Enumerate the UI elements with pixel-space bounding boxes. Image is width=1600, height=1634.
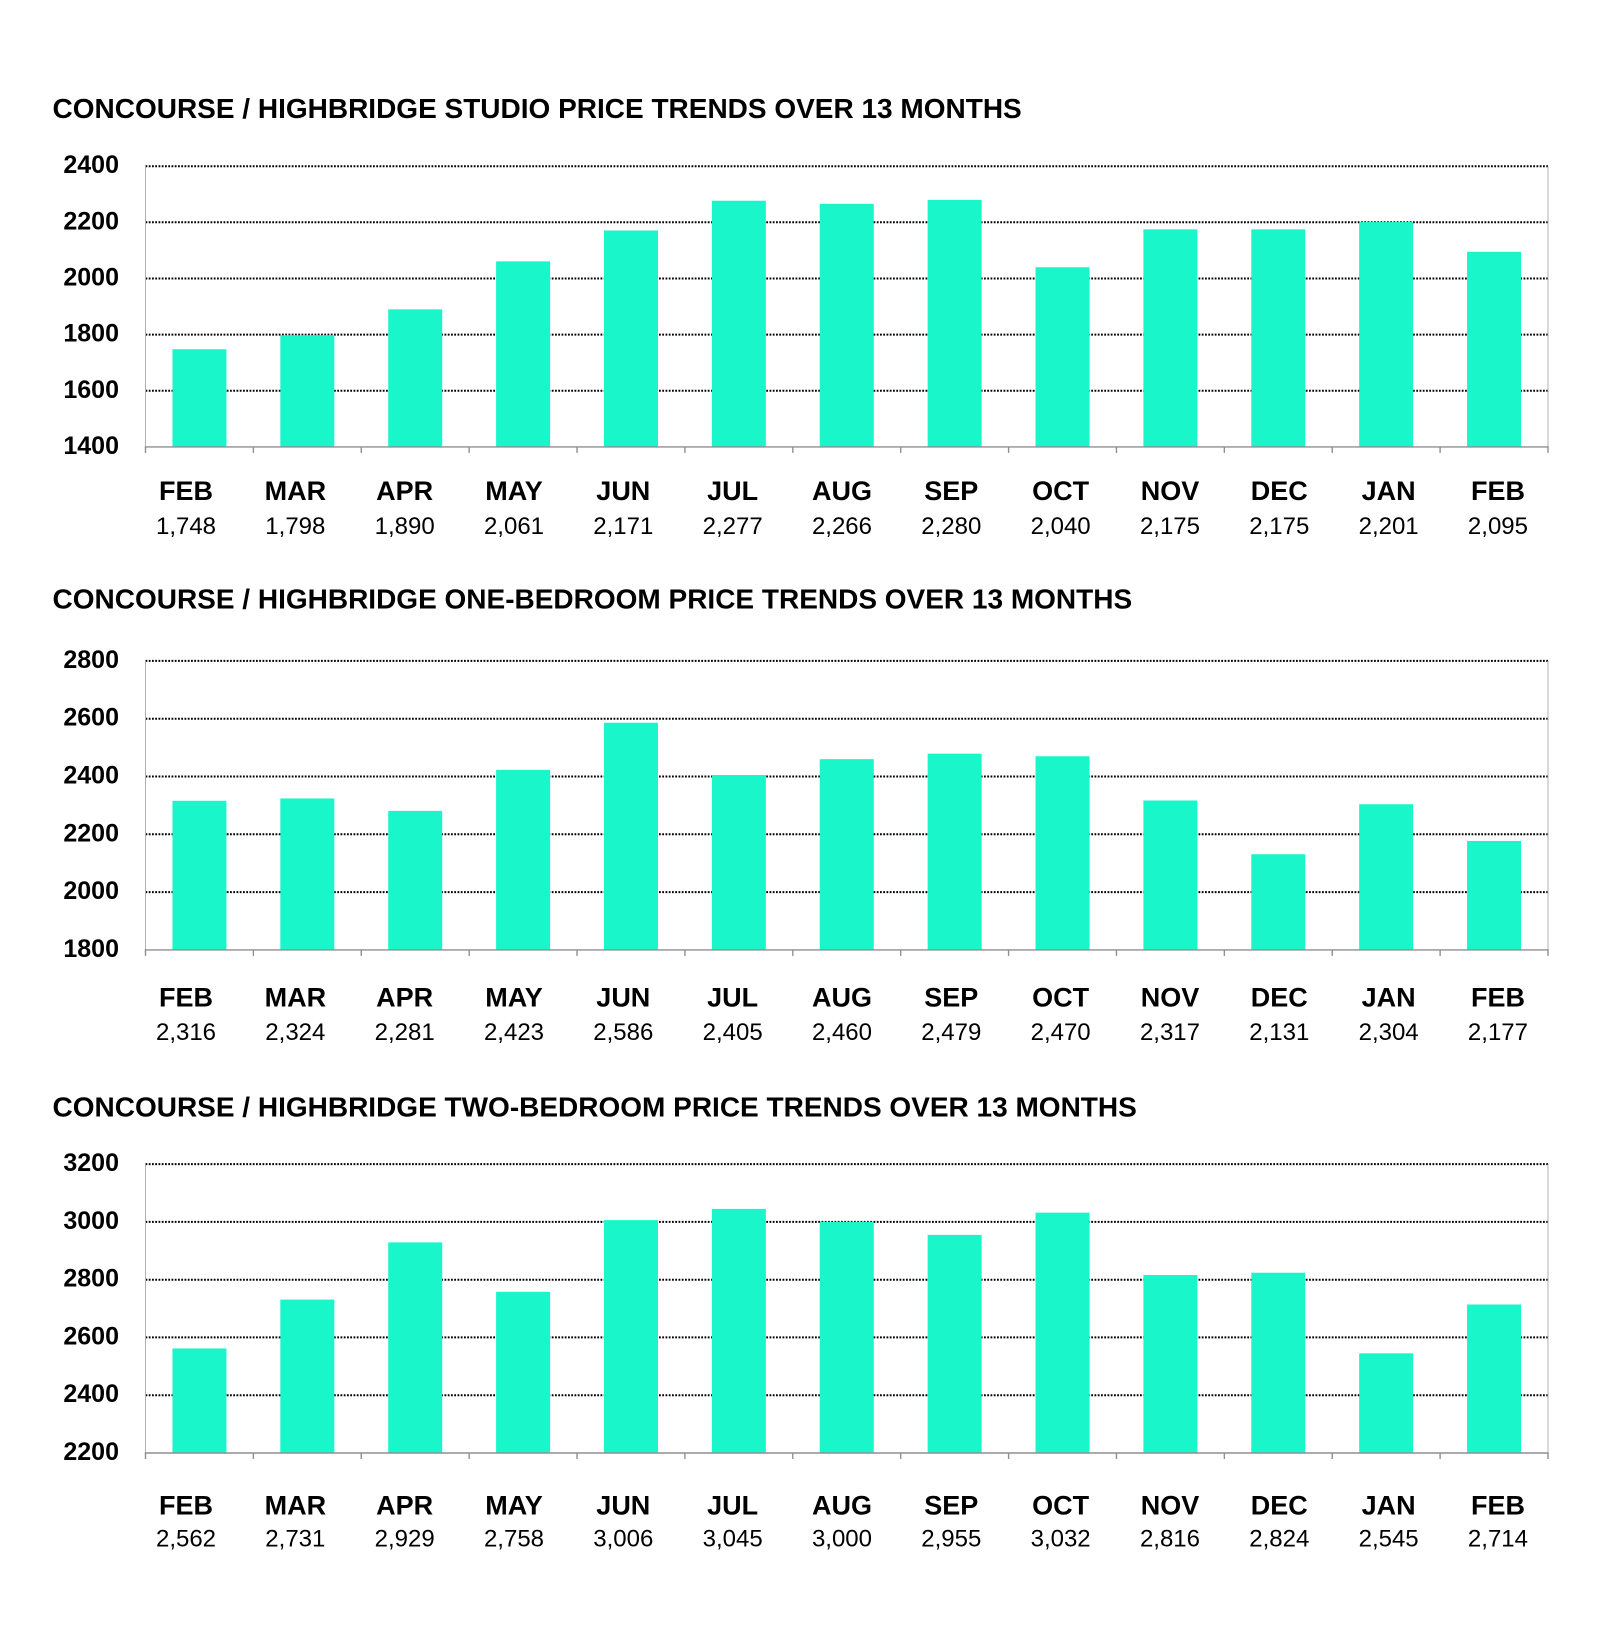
svg-text:2,586: 2,586 bbox=[593, 1019, 653, 1046]
svg-text:2,175: 2,175 bbox=[1249, 513, 1309, 540]
svg-text:JUL: JUL bbox=[707, 476, 758, 506]
svg-text:1800: 1800 bbox=[63, 320, 119, 348]
svg-text:FEB: FEB bbox=[159, 476, 213, 506]
svg-text:2,317: 2,317 bbox=[1140, 1019, 1200, 1046]
svg-text:OCT: OCT bbox=[1032, 983, 1090, 1013]
svg-text:SEP: SEP bbox=[924, 983, 978, 1013]
svg-text:AUG: AUG bbox=[812, 476, 872, 506]
svg-text:2,324: 2,324 bbox=[265, 1019, 325, 1046]
svg-text:APR: APR bbox=[376, 476, 433, 506]
svg-text:3,032: 3,032 bbox=[1031, 1526, 1091, 1553]
svg-text:2800: 2800 bbox=[63, 1265, 119, 1293]
svg-text:2,277: 2,277 bbox=[703, 513, 763, 540]
svg-text:3,045: 3,045 bbox=[703, 1526, 763, 1553]
svg-text:2200: 2200 bbox=[63, 819, 119, 847]
svg-text:2,816: 2,816 bbox=[1140, 1526, 1200, 1553]
svg-text:1,748: 1,748 bbox=[156, 513, 216, 540]
svg-text:CONCOURSE / HIGHBRIDGE TWO-BED: CONCOURSE / HIGHBRIDGE TWO-BEDROOM PRICE… bbox=[53, 1092, 1137, 1123]
svg-text:DEC: DEC bbox=[1251, 1491, 1308, 1521]
svg-text:2400: 2400 bbox=[63, 762, 119, 790]
svg-text:3200: 3200 bbox=[63, 1149, 119, 1177]
svg-text:2,470: 2,470 bbox=[1031, 1019, 1091, 1046]
svg-text:2,061: 2,061 bbox=[484, 513, 544, 540]
svg-text:2,405: 2,405 bbox=[703, 1019, 763, 1046]
svg-text:JAN: JAN bbox=[1362, 1491, 1416, 1521]
svg-text:2,171: 2,171 bbox=[593, 513, 653, 540]
svg-text:2400: 2400 bbox=[63, 1380, 119, 1408]
svg-text:FEB: FEB bbox=[159, 1491, 213, 1521]
svg-text:NOV: NOV bbox=[1141, 1491, 1200, 1521]
svg-text:2,280: 2,280 bbox=[921, 513, 981, 540]
svg-text:JUN: JUN bbox=[596, 1491, 650, 1521]
svg-text:2,562: 2,562 bbox=[156, 1526, 216, 1553]
svg-text:2,758: 2,758 bbox=[484, 1526, 544, 1553]
svg-text:3000: 3000 bbox=[63, 1207, 119, 1235]
svg-text:FEB: FEB bbox=[1471, 1491, 1525, 1521]
svg-text:JAN: JAN bbox=[1362, 476, 1416, 506]
svg-text:3,000: 3,000 bbox=[812, 1526, 872, 1553]
svg-text:2600: 2600 bbox=[63, 1322, 119, 1350]
svg-text:2000: 2000 bbox=[63, 264, 119, 292]
svg-text:MAR: MAR bbox=[265, 1491, 327, 1521]
svg-text:1400: 1400 bbox=[63, 432, 119, 460]
svg-text:MAY: MAY bbox=[485, 983, 543, 1013]
svg-text:2,177: 2,177 bbox=[1468, 1019, 1528, 1046]
svg-text:2,304: 2,304 bbox=[1359, 1019, 1419, 1046]
svg-text:2,824: 2,824 bbox=[1249, 1526, 1309, 1553]
svg-text:1,798: 1,798 bbox=[265, 513, 325, 540]
svg-text:2200: 2200 bbox=[63, 207, 119, 235]
svg-text:2200: 2200 bbox=[63, 1438, 119, 1466]
svg-text:MAY: MAY bbox=[485, 1491, 543, 1521]
svg-text:AUG: AUG bbox=[812, 1491, 872, 1521]
svg-text:2,731: 2,731 bbox=[265, 1526, 325, 1553]
svg-text:MAY: MAY bbox=[485, 476, 543, 506]
svg-text:JUN: JUN bbox=[596, 983, 650, 1013]
svg-text:1600: 1600 bbox=[63, 376, 119, 404]
svg-text:2,040: 2,040 bbox=[1031, 513, 1091, 540]
svg-text:2,955: 2,955 bbox=[921, 1526, 981, 1553]
svg-text:SEP: SEP bbox=[924, 1491, 978, 1521]
svg-text:2,095: 2,095 bbox=[1468, 513, 1528, 540]
svg-text:DEC: DEC bbox=[1251, 983, 1308, 1013]
svg-text:2,266: 2,266 bbox=[812, 513, 872, 540]
svg-text:FEB: FEB bbox=[159, 983, 213, 1013]
svg-text:MAR: MAR bbox=[265, 476, 327, 506]
svg-text:2,479: 2,479 bbox=[921, 1019, 981, 1046]
svg-text:3,006: 3,006 bbox=[593, 1526, 653, 1553]
svg-text:2,175: 2,175 bbox=[1140, 513, 1200, 540]
svg-text:CONCOURSE / HIGHBRIDGE STUDIO: CONCOURSE / HIGHBRIDGE STUDIO PRICE TREN… bbox=[53, 93, 1022, 124]
svg-text:OCT: OCT bbox=[1032, 476, 1090, 506]
svg-text:2,460: 2,460 bbox=[812, 1019, 872, 1046]
svg-text:APR: APR bbox=[376, 1491, 433, 1521]
svg-text:2,201: 2,201 bbox=[1359, 513, 1419, 540]
svg-text:MAR: MAR bbox=[265, 983, 327, 1013]
svg-text:2,929: 2,929 bbox=[375, 1526, 435, 1553]
svg-text:2600: 2600 bbox=[63, 704, 119, 732]
svg-text:JUN: JUN bbox=[596, 476, 650, 506]
svg-text:JUL: JUL bbox=[707, 983, 758, 1013]
svg-text:FEB: FEB bbox=[1471, 476, 1525, 506]
svg-text:NOV: NOV bbox=[1141, 476, 1200, 506]
svg-text:2,316: 2,316 bbox=[156, 1019, 216, 1046]
svg-text:2000: 2000 bbox=[63, 877, 119, 905]
svg-text:APR: APR bbox=[376, 983, 433, 1013]
svg-text:NOV: NOV bbox=[1141, 983, 1200, 1013]
svg-text:2400: 2400 bbox=[63, 151, 119, 179]
svg-text:OCT: OCT bbox=[1032, 1491, 1090, 1521]
svg-text:1,890: 1,890 bbox=[375, 513, 435, 540]
svg-text:DEC: DEC bbox=[1251, 476, 1308, 506]
svg-text:FEB: FEB bbox=[1471, 983, 1525, 1013]
svg-text:AUG: AUG bbox=[812, 983, 872, 1013]
svg-text:JUL: JUL bbox=[707, 1491, 758, 1521]
svg-text:2800: 2800 bbox=[63, 646, 119, 674]
svg-text:2,714: 2,714 bbox=[1468, 1526, 1528, 1553]
svg-text:2,423: 2,423 bbox=[484, 1019, 544, 1046]
svg-text:JAN: JAN bbox=[1362, 983, 1416, 1013]
svg-text:1800: 1800 bbox=[63, 935, 119, 963]
svg-text:2,131: 2,131 bbox=[1249, 1019, 1309, 1046]
svg-text:2,281: 2,281 bbox=[375, 1019, 435, 1046]
svg-text:SEP: SEP bbox=[924, 476, 978, 506]
svg-text:2,545: 2,545 bbox=[1359, 1526, 1419, 1553]
svg-text:CONCOURSE / HIGHBRIDGE ONE-BED: CONCOURSE / HIGHBRIDGE ONE-BEDROOM PRICE… bbox=[53, 584, 1133, 615]
